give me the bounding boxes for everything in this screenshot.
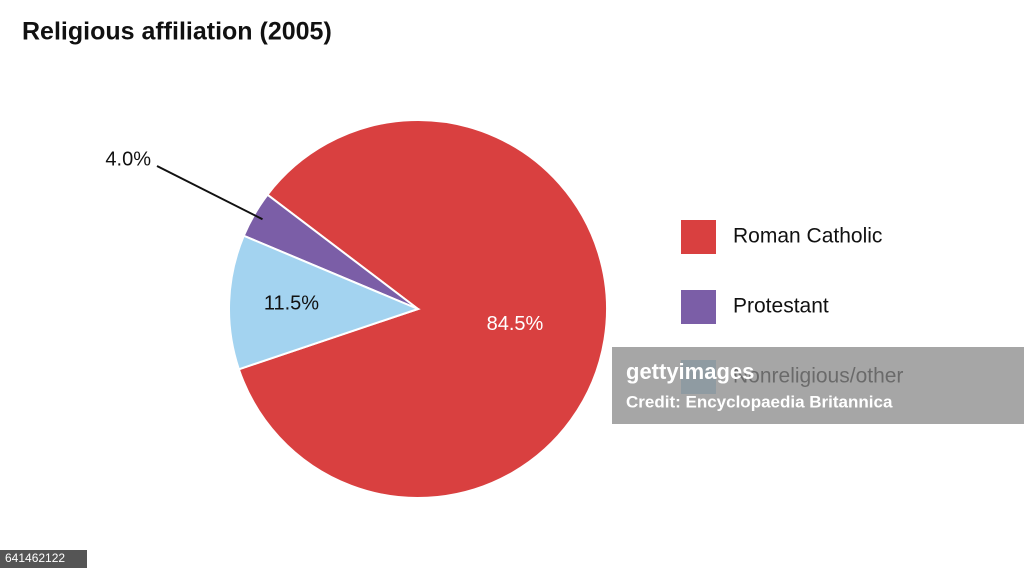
- data-label: 4.0%: [105, 148, 151, 170]
- image-id: 641462122: [5, 551, 65, 565]
- chart-title: Religious affiliation (2005): [22, 18, 332, 46]
- legend-label: Protestant: [733, 295, 829, 318]
- legend-swatch: [681, 290, 716, 324]
- pie-slice: [228, 234, 421, 371]
- watermark-brand: gettyimages: [626, 359, 754, 384]
- watermark-credit: Credit: Encyclopaedia Britannica: [626, 392, 893, 411]
- legend-swatch: [681, 220, 716, 254]
- data-label: 11.5%: [264, 293, 319, 315]
- leader-line: [156, 165, 263, 221]
- legend-label: Roman Catholic: [733, 225, 882, 248]
- watermark: gettyimages Credit: Encyclopaedia Britan…: [0, 347, 1024, 568]
- watermark-box: [612, 347, 1024, 424]
- data-label: 84.5%: [487, 313, 544, 335]
- pie: 84.5% 4.0% 11.5%: [105, 119, 608, 499]
- pie-slice: [237, 119, 608, 499]
- image-id-box: [0, 550, 87, 568]
